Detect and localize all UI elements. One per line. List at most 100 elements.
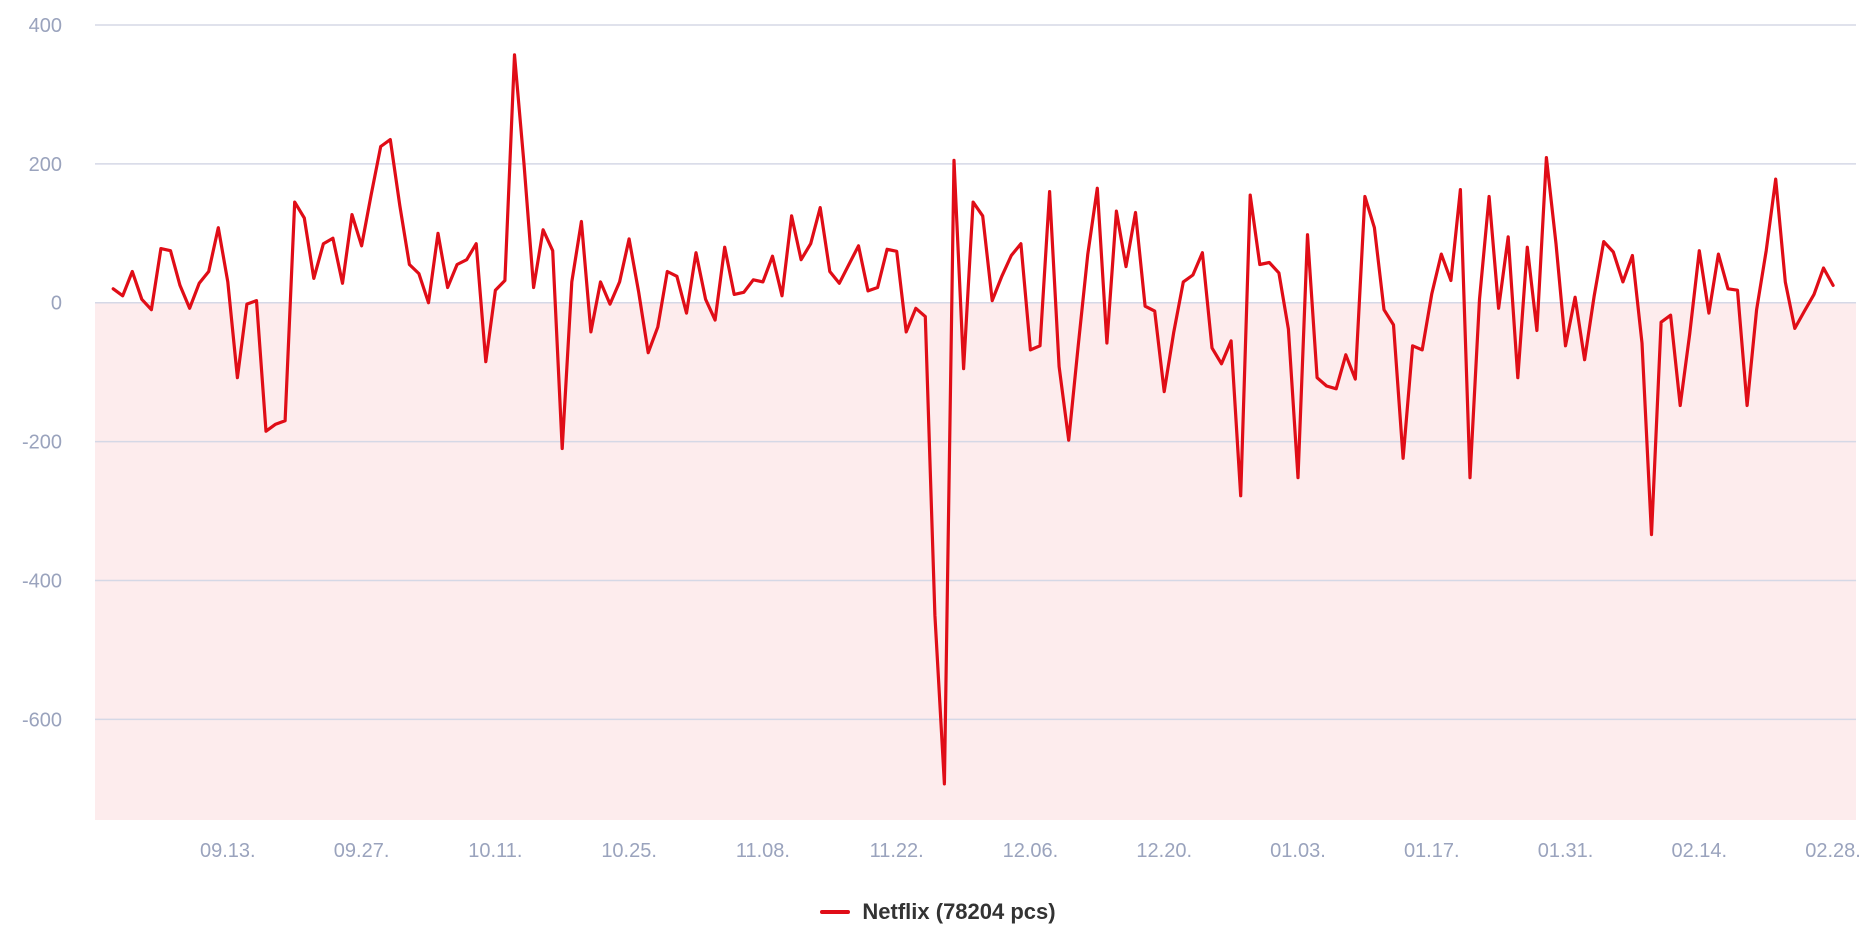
data-point (1372, 226, 1376, 230)
data-point (1564, 344, 1568, 348)
data-point (646, 351, 650, 355)
data-point (780, 294, 784, 298)
data-point (1688, 332, 1692, 336)
x-tick-label: 11.22. (870, 840, 924, 862)
legend[interactable]: Netflix (78204 pcs) (0, 895, 1876, 929)
data-point (1697, 249, 1701, 253)
data-point (857, 244, 861, 248)
data-point (1630, 254, 1634, 258)
data-point (942, 782, 946, 786)
data-point (1009, 254, 1013, 258)
data-point (169, 249, 173, 253)
data-point (1239, 494, 1243, 498)
data-point (321, 242, 325, 246)
data-point (1200, 251, 1204, 255)
data-point (1487, 195, 1491, 199)
data-point (1554, 242, 1558, 246)
data-point (1659, 320, 1663, 324)
data-point (522, 162, 526, 166)
data-point (1573, 295, 1577, 299)
data-point (1258, 263, 1262, 267)
data-point (1669, 313, 1673, 317)
data-point (799, 258, 803, 262)
data-point (732, 292, 736, 296)
data-point (541, 228, 545, 232)
data-point (360, 244, 364, 248)
x-tick-label: 09.13. (200, 840, 256, 862)
series-line (111, 53, 1835, 786)
data-point (1124, 265, 1128, 269)
data-point (885, 247, 889, 251)
data-point (1143, 304, 1147, 308)
data-point (1086, 252, 1090, 256)
data-point (264, 429, 268, 433)
data-point (1439, 252, 1443, 256)
data-point (771, 254, 775, 258)
data-point (790, 214, 794, 218)
data-point (226, 280, 230, 284)
data-point (608, 302, 612, 306)
data-point (904, 330, 908, 334)
data-point (1076, 344, 1080, 348)
data-point (618, 280, 622, 284)
data-point (1134, 211, 1138, 215)
data-point (197, 281, 201, 285)
x-tick-label: 12.20. (1136, 840, 1192, 862)
data-point (1334, 387, 1338, 391)
data-point (1736, 288, 1740, 292)
grid-lines (95, 24, 1856, 820)
data-point (1812, 292, 1816, 296)
data-point (713, 318, 717, 322)
data-point (455, 263, 459, 267)
data-point (1822, 266, 1826, 270)
series-netflix (111, 53, 1835, 786)
data-point (188, 306, 192, 310)
data-point (283, 419, 287, 423)
data-point (1745, 404, 1749, 408)
data-point (570, 280, 574, 284)
data-point (1535, 329, 1539, 333)
data-point (312, 276, 316, 280)
data-point (1019, 242, 1023, 246)
x-tick-label: 01.31. (1538, 840, 1594, 862)
data-point (952, 158, 956, 162)
data-point (379, 145, 383, 149)
data-point (207, 270, 211, 274)
data-point (1248, 193, 1252, 197)
data-point (1210, 346, 1214, 350)
data-point (675, 274, 679, 278)
data-point (1783, 280, 1787, 284)
data-point (235, 376, 239, 380)
data-point (1726, 287, 1730, 291)
data-point (1325, 384, 1329, 388)
data-point (1392, 323, 1396, 327)
data-point (751, 278, 755, 282)
data-point (847, 263, 851, 267)
data-point (1458, 188, 1462, 192)
data-point (990, 299, 994, 303)
data-point (1315, 376, 1319, 380)
data-point (465, 258, 469, 262)
data-point (1468, 476, 1472, 480)
data-point (742, 290, 746, 294)
data-point (1650, 533, 1654, 537)
data-point (837, 281, 841, 285)
data-point (579, 220, 583, 224)
data-point (1105, 341, 1109, 345)
data-point (1611, 250, 1615, 254)
data-point (1353, 377, 1357, 381)
data-point (1755, 308, 1759, 312)
data-point (446, 286, 450, 290)
data-point (1401, 456, 1405, 460)
data-point (637, 290, 641, 294)
data-point (331, 236, 335, 240)
data-point (1678, 404, 1682, 408)
data-point (1048, 190, 1052, 194)
data-point (1497, 306, 1501, 310)
data-point (1000, 274, 1004, 278)
data-point (1430, 292, 1434, 296)
data-point (159, 247, 163, 251)
data-point (1038, 344, 1042, 348)
x-tick-label: 01.17. (1404, 840, 1460, 862)
data-point (1306, 233, 1310, 237)
